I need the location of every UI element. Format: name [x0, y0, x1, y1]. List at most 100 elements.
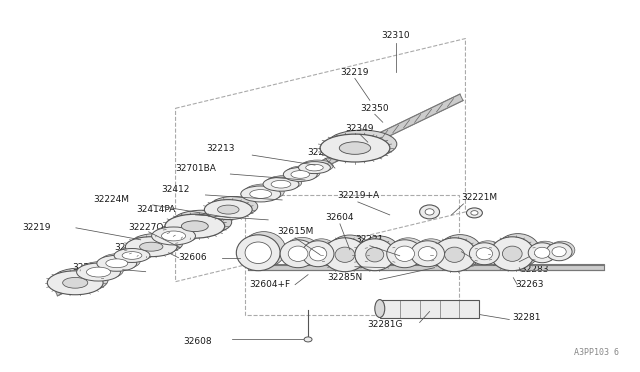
Ellipse shape: [546, 243, 572, 261]
Ellipse shape: [251, 239, 277, 260]
Ellipse shape: [473, 241, 503, 263]
Ellipse shape: [469, 243, 499, 265]
Polygon shape: [469, 252, 503, 254]
Ellipse shape: [306, 164, 323, 171]
Ellipse shape: [360, 236, 399, 268]
Ellipse shape: [292, 244, 312, 259]
Text: 32218M: 32218M: [73, 263, 109, 272]
Ellipse shape: [140, 242, 163, 251]
Text: 32283: 32283: [520, 265, 548, 274]
Ellipse shape: [323, 238, 367, 272]
Polygon shape: [241, 192, 284, 194]
Text: 32606: 32606: [178, 253, 207, 262]
Polygon shape: [54, 94, 463, 296]
Ellipse shape: [476, 248, 493, 260]
Polygon shape: [490, 251, 540, 254]
Polygon shape: [280, 251, 320, 254]
Ellipse shape: [204, 200, 252, 219]
Ellipse shape: [131, 234, 183, 253]
Ellipse shape: [438, 235, 482, 269]
Ellipse shape: [125, 237, 177, 257]
Ellipse shape: [302, 241, 334, 267]
Ellipse shape: [271, 180, 291, 188]
Polygon shape: [380, 299, 479, 318]
Ellipse shape: [366, 248, 384, 262]
Text: 32204+A: 32204+A: [115, 243, 157, 252]
Ellipse shape: [106, 259, 128, 268]
Ellipse shape: [263, 177, 299, 191]
Polygon shape: [152, 234, 198, 236]
Text: 32281G: 32281G: [367, 320, 403, 329]
Text: 32287: 32287: [528, 247, 556, 256]
Text: 32221: 32221: [356, 235, 384, 244]
Ellipse shape: [288, 246, 308, 262]
Ellipse shape: [467, 208, 483, 218]
Ellipse shape: [181, 221, 208, 231]
Ellipse shape: [79, 262, 124, 279]
Ellipse shape: [152, 227, 195, 245]
Ellipse shape: [490, 237, 534, 271]
Ellipse shape: [425, 209, 434, 215]
Ellipse shape: [433, 238, 476, 272]
Text: 32281: 32281: [512, 313, 540, 322]
Ellipse shape: [304, 337, 312, 342]
Ellipse shape: [552, 247, 566, 257]
Ellipse shape: [100, 253, 140, 269]
Ellipse shape: [420, 205, 440, 219]
Text: 32263: 32263: [515, 280, 543, 289]
Ellipse shape: [114, 248, 150, 263]
Polygon shape: [263, 183, 301, 184]
Text: 32227QA: 32227QA: [128, 223, 170, 232]
Ellipse shape: [266, 176, 301, 190]
Ellipse shape: [531, 241, 559, 261]
Ellipse shape: [308, 163, 326, 169]
Ellipse shape: [218, 205, 239, 214]
Text: 32282: 32282: [435, 243, 464, 252]
Ellipse shape: [122, 251, 142, 259]
Ellipse shape: [313, 245, 330, 259]
FancyBboxPatch shape: [248, 264, 604, 270]
Ellipse shape: [422, 245, 440, 259]
Text: 32225M: 32225M: [307, 148, 343, 157]
Text: 32604: 32604: [326, 214, 354, 222]
Ellipse shape: [411, 241, 445, 267]
Text: 32219+A: 32219+A: [337, 192, 379, 201]
Text: 32615M: 32615M: [277, 227, 314, 236]
Ellipse shape: [284, 237, 320, 265]
Ellipse shape: [328, 235, 372, 269]
Text: 32350: 32350: [360, 104, 389, 113]
Ellipse shape: [164, 230, 188, 239]
Ellipse shape: [320, 134, 390, 162]
Polygon shape: [302, 252, 337, 254]
Ellipse shape: [89, 266, 113, 275]
Ellipse shape: [109, 257, 131, 266]
Polygon shape: [546, 250, 575, 252]
Ellipse shape: [414, 239, 448, 265]
Ellipse shape: [280, 240, 316, 268]
Polygon shape: [298, 166, 333, 168]
Ellipse shape: [398, 244, 418, 259]
Polygon shape: [411, 252, 448, 254]
Polygon shape: [323, 252, 372, 255]
Ellipse shape: [528, 243, 556, 263]
Ellipse shape: [339, 142, 371, 154]
Polygon shape: [355, 252, 399, 255]
Ellipse shape: [294, 169, 312, 177]
Ellipse shape: [154, 225, 198, 243]
Ellipse shape: [241, 186, 281, 202]
Ellipse shape: [291, 171, 310, 178]
Ellipse shape: [479, 246, 496, 258]
Ellipse shape: [301, 160, 333, 172]
Ellipse shape: [236, 235, 280, 271]
Ellipse shape: [245, 242, 271, 263]
Text: 32701BA: 32701BA: [175, 164, 216, 173]
Ellipse shape: [161, 231, 186, 241]
Ellipse shape: [210, 196, 258, 217]
Ellipse shape: [244, 184, 284, 200]
Ellipse shape: [390, 238, 426, 266]
Polygon shape: [97, 261, 140, 263]
Text: A3PP103 6: A3PP103 6: [574, 348, 619, 357]
Ellipse shape: [298, 161, 330, 174]
Text: 32213: 32213: [206, 144, 235, 153]
Polygon shape: [236, 250, 285, 253]
